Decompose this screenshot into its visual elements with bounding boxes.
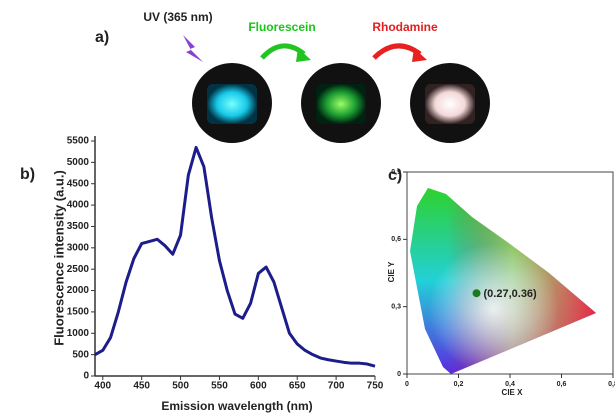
panel-label: a) [95, 29, 109, 46]
sample [425, 84, 475, 124]
x-tick-label: 0,4 [505, 381, 515, 388]
y-tick-label: 1000 [67, 328, 90, 339]
x-tick-label: 0,2 [454, 381, 464, 388]
uv-label: UV (365 nm) [143, 10, 212, 24]
cie-locus [410, 188, 596, 374]
x-tick-label: 700 [328, 381, 345, 392]
y-tick-label: 3500 [67, 221, 90, 232]
x-tick-label: 600 [250, 381, 267, 392]
y-tick-label: 0,3 [391, 304, 401, 311]
y-tick-label: 3000 [67, 242, 90, 253]
x-tick-label: 450 [133, 381, 150, 392]
y-tick-label: 0,6 [391, 236, 401, 243]
point [473, 289, 481, 297]
sample [316, 84, 366, 124]
uv-bolt [183, 35, 203, 62]
y-tick-label: 500 [72, 349, 89, 360]
x-tick-label: 500 [172, 381, 189, 392]
dye-label: Rhodamine [372, 20, 438, 34]
y-tick-label: 5000 [67, 157, 90, 168]
dye-label: Fluorescein [248, 20, 315, 34]
x-tick-label: 0 [405, 381, 409, 388]
figure: a) UV (365 nm) Fluorescein Rhodamine b) 4… [0, 0, 615, 416]
cie-gamut [410, 188, 596, 374]
y-tick-label: 4500 [67, 178, 90, 189]
line [95, 147, 375, 366]
arrow-head [296, 48, 311, 62]
y-tick-label: 2000 [67, 285, 90, 296]
y-tick-label: 0,9 [391, 169, 401, 176]
y-tick-label: 0 [397, 371, 401, 378]
panel-label: b) [20, 166, 35, 183]
x-tick-label: 750 [367, 381, 384, 392]
sample [207, 84, 257, 124]
y-tick-label: 1500 [67, 307, 90, 318]
panel-a: a) UV (365 nm) Fluorescein Rhodamine [95, 10, 490, 143]
point-label: (0.27,0.36) [484, 288, 538, 300]
x-tick-label: 550 [211, 381, 228, 392]
y-axis-title: CIE Y [387, 261, 396, 282]
x-tick-label: 0,8 [608, 381, 615, 388]
x-tick-label: 0,6 [557, 381, 567, 388]
y-tick-label: 5500 [67, 136, 90, 147]
y-tick-label: 4000 [67, 200, 90, 211]
x-tick-label: 400 [94, 381, 111, 392]
y-tick-label: 0 [83, 371, 89, 382]
x-axis-title: CIE X [502, 388, 524, 397]
x-tick-label: 650 [289, 381, 306, 392]
x-axis-title: Emission wavelength (nm) [161, 399, 312, 413]
arrow-head [412, 48, 427, 62]
y-axis-title: Fluorescence intensity (a.u.) [51, 170, 66, 346]
y-tick-label: 2500 [67, 264, 90, 275]
